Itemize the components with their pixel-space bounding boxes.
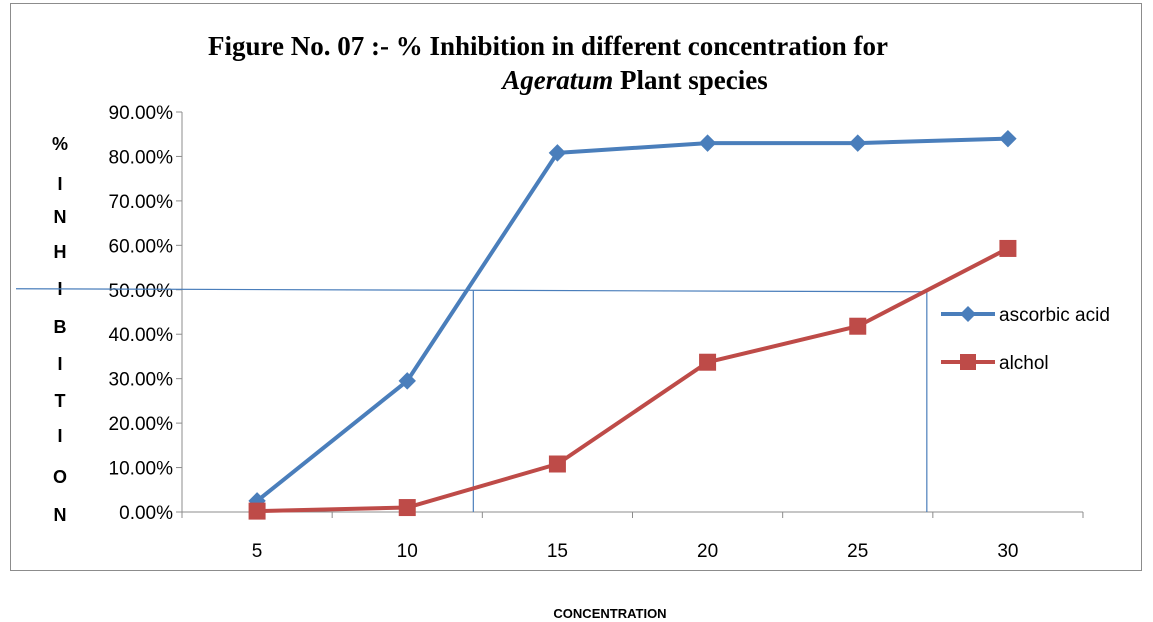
data-point-diamond [398, 372, 416, 390]
series-line-2 [257, 246, 1009, 514]
chart-title-line1: Figure No. 07 :- % Inhibition in differe… [208, 31, 888, 61]
y-tick-label: 10.00% [109, 459, 174, 480]
x-axis-label: CONCENTRATION [553, 606, 666, 621]
chart-title-species: Ageratum [500, 65, 613, 95]
x-tick-label: 15 [547, 541, 568, 562]
chart-border [10, 3, 1142, 571]
data-point-square [699, 353, 717, 371]
series-line-1 [255, 136, 1008, 503]
legend-marker-square [960, 354, 976, 370]
chart-title-line2: Ageratum Plant species [500, 65, 768, 95]
data-point-diamond [999, 129, 1017, 148]
y-axis-label-letter: B [54, 317, 67, 337]
y-axis-label-letter: I [57, 426, 62, 446]
data-point-diamond [849, 134, 867, 152]
y-axis-label-letter: O [53, 467, 67, 487]
y-tick-label: 20.00% [109, 414, 174, 435]
series-layer [248, 129, 1017, 520]
y-axis-label-letter: I [57, 354, 62, 374]
data-point-square [398, 499, 416, 517]
legend-label-2: alchol [999, 353, 1049, 374]
legend-marker-diamond [960, 306, 976, 322]
x-tick-label: 10 [397, 541, 418, 562]
x-tick-label: 30 [997, 541, 1018, 562]
y-tick-label: 90.00% [109, 103, 174, 124]
x-tick-label: 25 [847, 541, 868, 562]
y-tick-label: 0.00% [119, 503, 173, 524]
y-axis-label-letter: N [54, 207, 67, 227]
data-point-square [548, 455, 566, 473]
x-ticks: 5 10 15 20 25 30 [181, 512, 1084, 562]
y-tick-label: 60.00% [109, 236, 174, 257]
data-point-square [999, 239, 1017, 257]
data-point-diamond [698, 134, 717, 152]
y-tick-label: 30.00% [109, 370, 174, 391]
reference-line-horizontal [15, 288, 927, 293]
y-axis-label-letter: I [57, 174, 62, 194]
y-axis-label-letter: N [54, 505, 67, 525]
y-tick-label: 80.00% [109, 147, 174, 168]
x-tick-label: 20 [697, 541, 718, 562]
y-tick-label: 50.00% [109, 281, 174, 302]
x-tick-label: 5 [252, 541, 263, 562]
y-axis-label: %INHIBITION [52, 134, 68, 525]
data-point-diamond [548, 144, 567, 162]
legend-label-1: ascorbic acid [999, 305, 1110, 326]
y-tick-label: 70.00% [109, 192, 174, 213]
y-ticks: 0.00% 10.00% 20.00% 30.00% 40.00% 50.00% 60.00… [109, 103, 182, 524]
y-axis-label-letter: T [55, 391, 66, 411]
data-point-square [849, 317, 867, 335]
data-point-square [248, 502, 266, 520]
y-tick-label: 40.00% [109, 325, 174, 346]
legend: ascorbic acid alchol [941, 305, 1110, 374]
y-axis-label-letter: H [54, 242, 67, 262]
reference-lines [15, 288, 928, 512]
chart-title-suffix: Plant species [613, 65, 768, 95]
y-axis-label-letter: % [52, 134, 68, 154]
